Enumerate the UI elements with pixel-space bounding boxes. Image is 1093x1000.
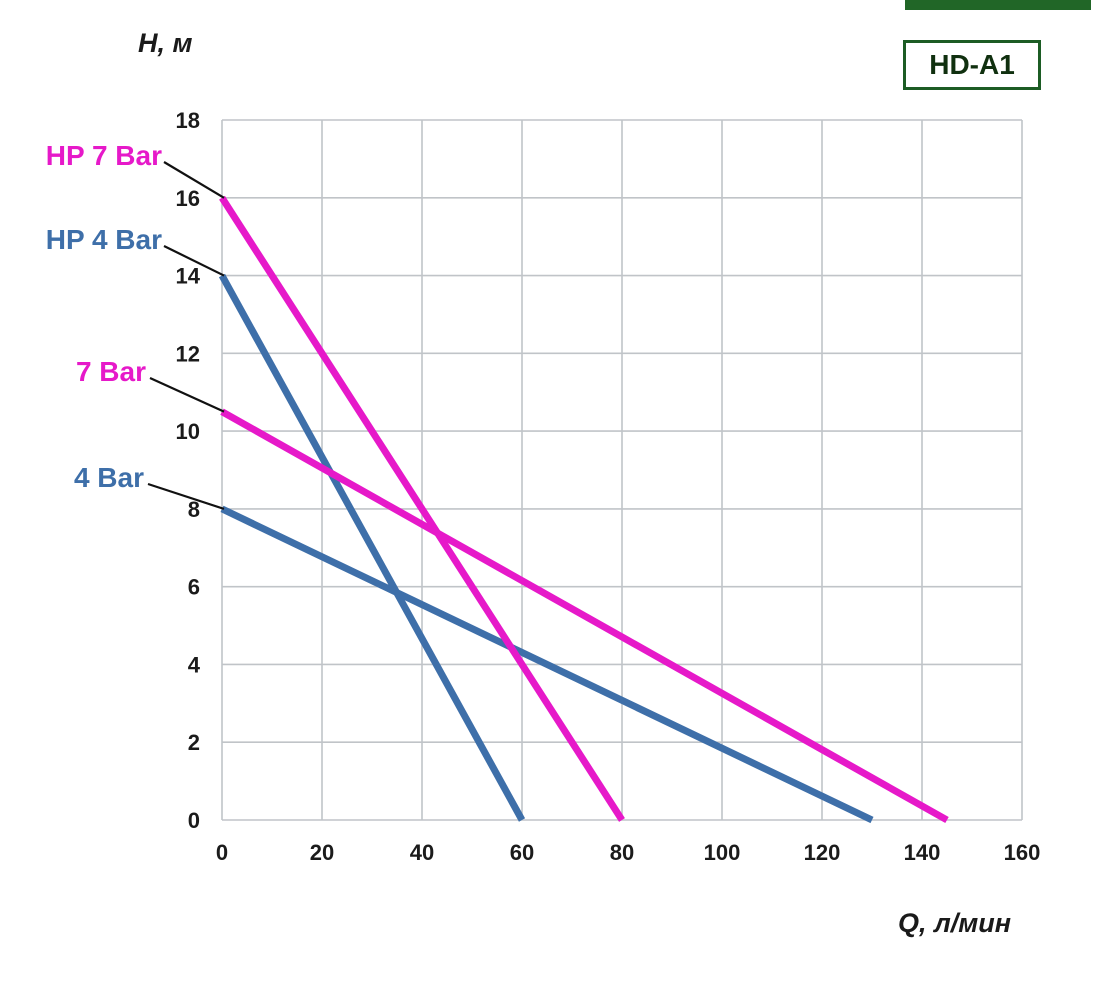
series-label-hp-7-bar: HP 7 Bar <box>45 140 162 171</box>
series-line-7-bar <box>220 408 949 824</box>
x-axis-title: Q, л/мин <box>898 908 1012 938</box>
y-tick-label: 10 <box>176 419 200 444</box>
y-tick-label: 14 <box>176 264 201 289</box>
x-tick-label: 60 <box>510 840 534 865</box>
label-leader-line <box>147 482 225 510</box>
series-label-4-bar: 4 Bar <box>73 462 144 493</box>
decorative-green-strip <box>905 0 1091 10</box>
label-leader-line <box>149 376 225 413</box>
series-label-hp-4-bar: HP 4 Bar <box>45 224 162 255</box>
x-tick-label: 140 <box>904 840 941 865</box>
x-tick-label: 100 <box>704 840 741 865</box>
y-tick-label: 2 <box>188 730 200 755</box>
x-tick-label: 0 <box>216 840 228 865</box>
y-axis-title: H, м <box>138 28 193 58</box>
label-leader-line <box>163 161 225 199</box>
y-tick-label: 12 <box>176 341 200 366</box>
y-tick-label: 0 <box>188 808 200 833</box>
model-badge: HD-A1 <box>903 40 1041 90</box>
series-line-hp-4-bar <box>218 273 526 822</box>
series-label-7-bar: 7 Bar <box>75 356 146 387</box>
x-tick-label: 20 <box>310 840 334 865</box>
y-tick-label: 18 <box>176 108 200 133</box>
y-tick-label: 16 <box>176 186 200 211</box>
y-tick-label: 8 <box>188 497 200 522</box>
x-tick-label: 40 <box>410 840 434 865</box>
x-tick-label: 120 <box>804 840 841 865</box>
series-line-hp-7-bar <box>219 195 625 822</box>
x-tick-label: 160 <box>1004 840 1041 865</box>
series-line-4-bar <box>220 505 874 824</box>
y-tick-label: 6 <box>188 575 200 600</box>
x-tick-label: 80 <box>610 840 634 865</box>
label-leader-line <box>163 245 225 277</box>
y-tick-label: 4 <box>188 652 201 677</box>
